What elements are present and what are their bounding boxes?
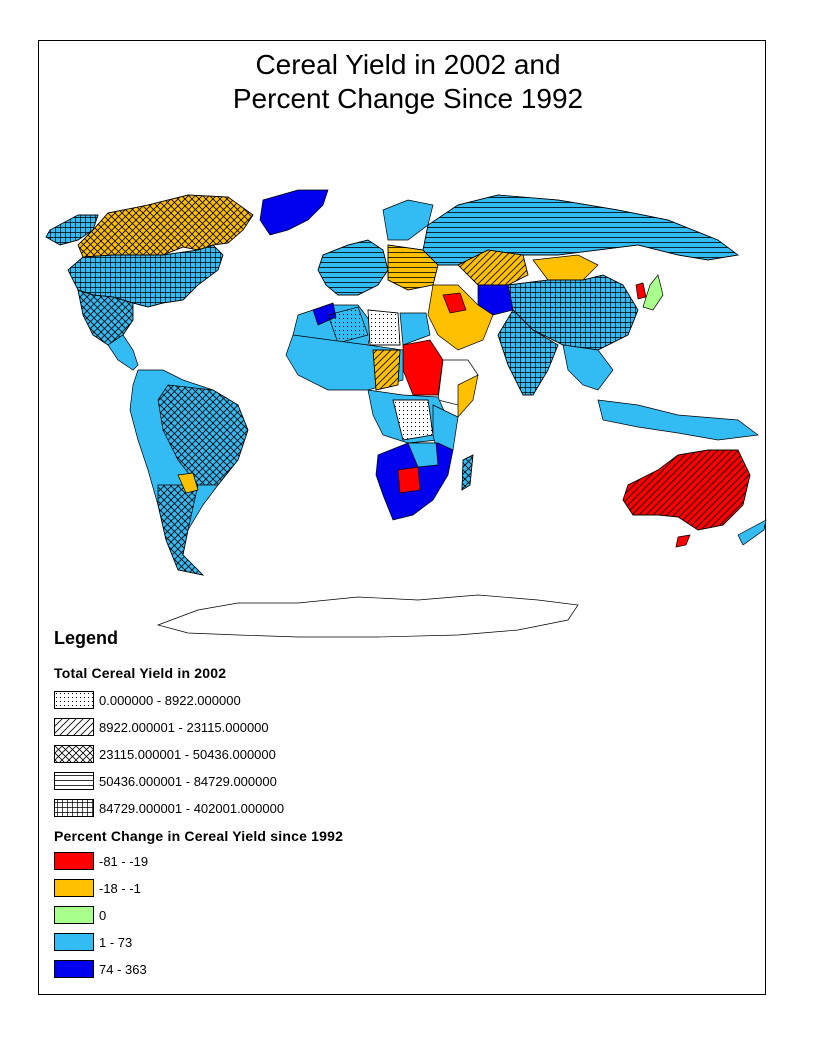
region-botswana [397,466,421,494]
light-blue-color-swatch [54,933,94,951]
world-map [45,189,767,638]
region-japan [642,274,664,311]
region-europe-hatch [317,239,389,296]
region-libya-dots [367,309,401,346]
legend-item-label: 0 [99,907,107,923]
region-iraq [442,292,467,314]
horizontal-pattern-swatch [54,772,94,790]
legend-item-label: 8922.000001 - 23115.000000 [99,719,269,735]
region-madagascar-hatch [461,454,474,491]
legend-item-label: 74 - 363 [99,961,147,977]
legend-item-change-1: -81 - -19 [54,851,148,871]
region-zambia [407,442,439,468]
region-egypt [399,312,431,346]
region-algeria-dots [327,306,369,344]
region-greenland [259,189,329,236]
legend-item-yield-1: 0.000000 - 8922.000000 [54,690,241,710]
legend-item-yield-5: 84729.000001 - 402001.000000 [54,798,284,818]
region-paraguay [177,472,199,494]
change-section-title: Percent Change in Cereal Yield since 199… [54,828,344,844]
legend-title: Legend [54,628,119,648]
legend-item-change-4: 1 - 73 [54,932,132,952]
legend-item-label: -18 - -1 [99,880,141,896]
region-tasmania [675,534,691,548]
dot-pattern-swatch [54,691,94,709]
legend-item-label: 50436.000001 - 84729.000000 [99,773,277,789]
orange-color-swatch [54,879,94,897]
diagonal-pattern-swatch [54,718,94,736]
legend-item-label: -81 - -19 [99,853,149,869]
legend-item-label: 0.000000 - 8922.000000 [99,692,241,708]
legend-item-change-3: 0 [54,905,106,925]
region-sudan [402,339,444,396]
region-somalia [457,374,479,418]
legend-item-yield-3: 23115.000001 - 50436.000000 [54,744,276,764]
green-color-swatch [54,906,94,924]
map-title-line-2: Percent Change Since 1992 [232,83,584,114]
legend-item-label: 23115.000001 - 50436.000000 [99,746,276,762]
region-central-america [107,334,139,371]
region-india-hatch [497,309,559,396]
region-argentina-hatch [157,484,205,576]
region-korea [635,282,647,300]
region-scandinavia [382,199,434,241]
legend-item-change-5: 74 - 363 [54,959,147,979]
yield-section-title: Total Cereal Yield in 2002 [54,665,227,681]
red-color-swatch [54,852,94,870]
region-central-asia [477,284,514,316]
legend-item-yield-4: 50436.000001 - 84729.000000 [54,771,277,791]
region-australia-hatch [622,449,751,531]
region-brazil-hatch [157,384,249,486]
region-canada-hatch [77,194,254,258]
crosshatch-pattern-swatch [54,745,94,763]
map-title-line-1: Cereal Yield in 2002 and [255,49,561,80]
region-middle-east [427,284,494,351]
dark-blue-color-swatch [54,960,94,978]
map-title: Cereal Yield in 2002 and Percent Change … [0,48,816,116]
grid-pattern-swatch [54,799,94,817]
region-alaska-hatch [45,214,99,246]
region-southeast-asia [562,344,614,391]
region-mexico-hatch [77,289,134,346]
region-mongolia [532,254,599,281]
legend-item-label: 84729.000001 - 402001.000000 [99,800,285,816]
region-indonesia [597,399,759,441]
legend-item-change-2: -18 - -1 [54,878,141,898]
region-antarctica [156,594,579,638]
region-new-zealand [737,519,767,546]
region-chad-hatch [372,349,401,391]
legend-item-yield-2: 8922.000001 - 23115.000000 [54,717,269,737]
legend-item-label: 1 - 73 [99,934,133,950]
